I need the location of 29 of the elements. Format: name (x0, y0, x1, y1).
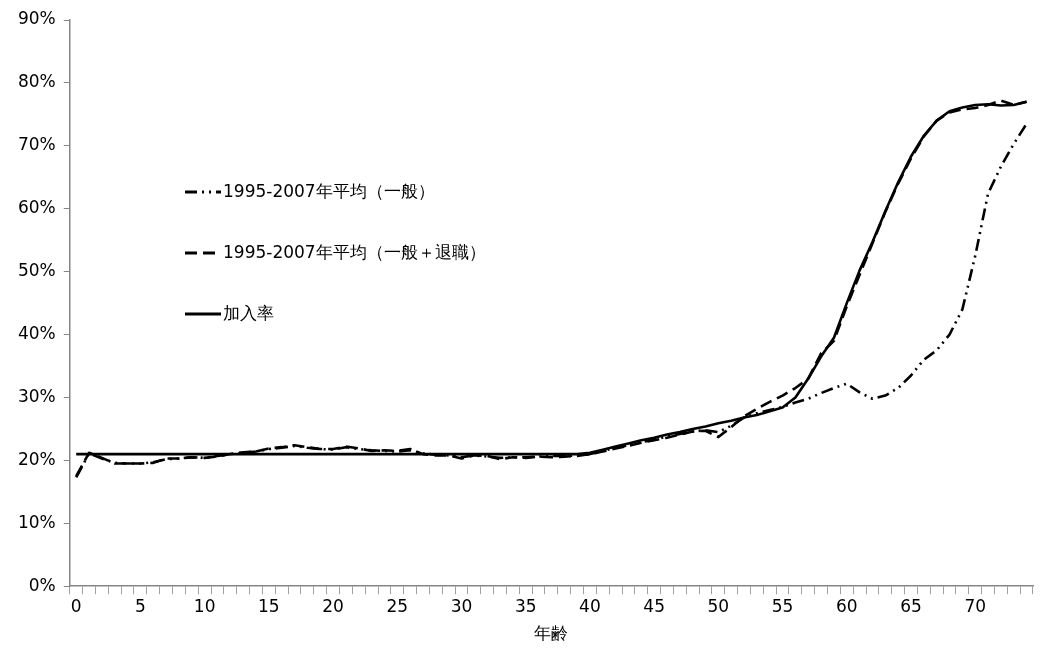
x-tick-label: 25 (386, 595, 409, 616)
y-tick-label: 90% (17, 8, 56, 29)
x-tick-label: 65 (900, 595, 922, 616)
x-tick-label: 10 (193, 595, 216, 616)
x-tick-label: 15 (258, 595, 280, 616)
x-tick-label: 30 (450, 595, 473, 616)
y-tick-label: 20% (17, 448, 56, 469)
x-tick-label: 5 (135, 595, 146, 616)
x-tick-label: 35 (514, 595, 537, 616)
x-tick-label: 70 (964, 595, 987, 616)
x-tick-label: 55 (771, 595, 794, 616)
legend-label: 加入率 (223, 302, 274, 325)
y-tick-label: 10% (17, 511, 56, 532)
y-tick-label: 80% (17, 71, 56, 92)
x-tick-label: 0 (70, 595, 82, 616)
x-axis-title: 年齢 (534, 623, 569, 644)
x-tick-label: 50 (707, 595, 730, 616)
y-tick-label: 50% (17, 260, 56, 281)
legend-label: 1995-2007年平均（一般） (223, 180, 435, 203)
y-tick-label: 30% (17, 385, 56, 406)
legend-label: 1995-2007年平均（一般＋退職） (223, 241, 486, 264)
y-tick-label: 0% (28, 574, 56, 595)
x-tick-label: 60 (835, 595, 858, 616)
y-tick-label: 60% (17, 197, 56, 218)
y-tick-label: 40% (17, 322, 56, 343)
x-tick-label: 45 (643, 595, 665, 616)
x-tick-label: 20 (322, 595, 344, 616)
y-tick-label: 70% (17, 134, 56, 155)
x-tick-label: 40 (579, 595, 601, 616)
